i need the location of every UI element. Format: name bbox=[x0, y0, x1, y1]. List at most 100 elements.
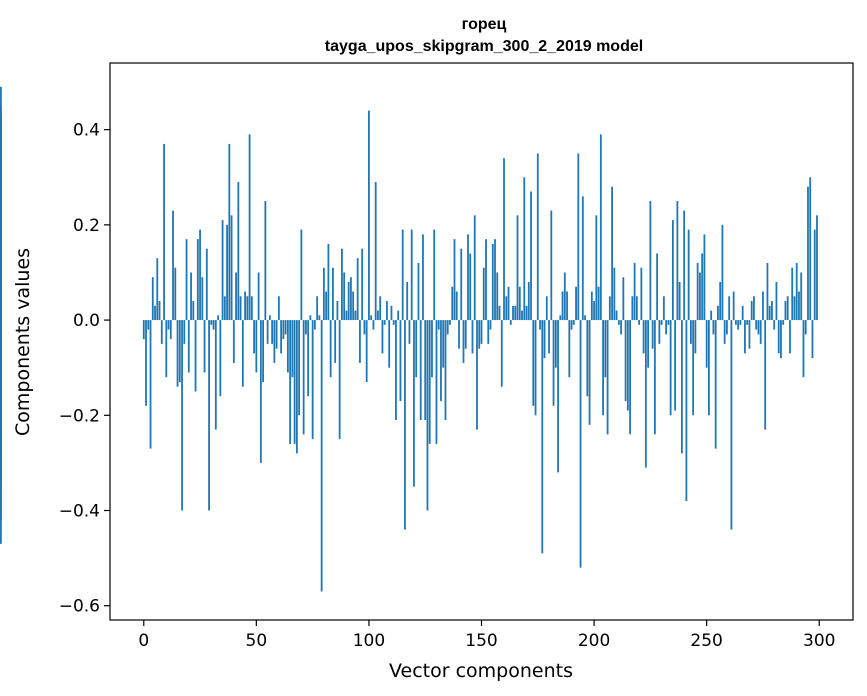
bar-175 bbox=[536, 153, 539, 321]
bar-69 bbox=[298, 320, 301, 416]
bar-47 bbox=[248, 134, 251, 321]
bar-103 bbox=[374, 182, 377, 321]
bar-173 bbox=[532, 320, 535, 406]
bar-219 bbox=[635, 296, 638, 321]
bar-204 bbox=[602, 320, 604, 416]
bar-230 bbox=[660, 320, 663, 325]
bar-158 bbox=[498, 305, 501, 321]
bar-250 bbox=[705, 320, 708, 368]
x-tick-label: 300 bbox=[803, 631, 835, 651]
bar-93 bbox=[352, 291, 355, 321]
bar-40 bbox=[232, 320, 235, 363]
bar-118 bbox=[408, 320, 411, 344]
bar-146 bbox=[471, 320, 474, 354]
bar-33 bbox=[217, 315, 219, 321]
bar-26 bbox=[201, 277, 204, 321]
bar-287 bbox=[789, 320, 791, 354]
bar-82 bbox=[327, 243, 330, 321]
bar-186 bbox=[561, 291, 564, 321]
bar-239 bbox=[680, 320, 683, 454]
bar-222 bbox=[642, 320, 645, 354]
bar-92 bbox=[350, 277, 352, 321]
bar-112 bbox=[395, 320, 397, 421]
bar-228 bbox=[656, 253, 659, 321]
y-tick-label: 0.2 bbox=[73, 216, 100, 236]
bar-238 bbox=[678, 281, 681, 321]
x-tick-label: 0 bbox=[138, 631, 149, 651]
bar-126 bbox=[426, 320, 429, 511]
bar-74 bbox=[309, 315, 312, 321]
bar-292 bbox=[800, 272, 803, 321]
bar-106 bbox=[381, 320, 384, 354]
bar-0 bbox=[142, 320, 145, 340]
bar-109 bbox=[388, 320, 391, 368]
bar-152 bbox=[485, 239, 487, 321]
bar-237 bbox=[676, 201, 679, 321]
bar-83 bbox=[329, 320, 332, 378]
bar-117 bbox=[406, 281, 409, 321]
bar-138 bbox=[453, 239, 456, 321]
bar-29 bbox=[208, 320, 210, 511]
bar-288 bbox=[791, 267, 794, 321]
y-tick-label: −0.6 bbox=[59, 597, 100, 617]
bar-119 bbox=[410, 229, 413, 321]
bar-undefined bbox=[0, 320, 2, 487]
bar-283 bbox=[780, 320, 782, 359]
bar-251 bbox=[708, 320, 710, 416]
bar-267 bbox=[744, 320, 746, 354]
bar-244 bbox=[692, 320, 695, 416]
bar-19 bbox=[185, 239, 188, 321]
bar-193 bbox=[577, 153, 580, 321]
chart-subtitle: tayga_upos_skipgram_300_2_2019 model bbox=[325, 38, 643, 55]
bar-46 bbox=[246, 296, 249, 321]
bar-38 bbox=[228, 143, 231, 321]
bar-284 bbox=[782, 320, 785, 325]
bar-114 bbox=[399, 320, 402, 402]
bar-undefined bbox=[0, 258, 2, 321]
bar-253 bbox=[712, 320, 715, 335]
bar-272 bbox=[755, 320, 758, 330]
bar-59 bbox=[275, 320, 278, 349]
bar-150 bbox=[480, 320, 483, 344]
bar-174 bbox=[534, 320, 537, 416]
bar-44 bbox=[241, 320, 244, 387]
bar-65 bbox=[289, 320, 292, 444]
y-axis-ticks: −0.6 −0.4 −0.2 0.0 0.2 0.4 bbox=[59, 121, 110, 617]
bar-37 bbox=[226, 224, 228, 321]
bar-183 bbox=[554, 320, 557, 368]
bar-216 bbox=[629, 320, 631, 435]
bar-45 bbox=[244, 291, 246, 321]
bar-177 bbox=[541, 320, 544, 554]
bar-123 bbox=[419, 320, 422, 421]
bar-247 bbox=[699, 272, 701, 321]
bar-240 bbox=[683, 210, 686, 321]
bar-221 bbox=[640, 267, 643, 321]
bar-157 bbox=[496, 272, 499, 321]
bar-135 bbox=[446, 320, 449, 335]
bar-16 bbox=[178, 320, 181, 382]
bar-218 bbox=[633, 262, 636, 321]
bar-252 bbox=[710, 310, 713, 321]
bar-168 bbox=[521, 310, 523, 321]
bar-30 bbox=[210, 320, 213, 325]
bar-229 bbox=[658, 320, 661, 344]
bar-231 bbox=[662, 296, 665, 321]
bar-39 bbox=[230, 215, 233, 321]
bar-296 bbox=[809, 177, 812, 321]
bar-54 bbox=[264, 201, 267, 321]
bar-94 bbox=[354, 310, 357, 321]
bar-299 bbox=[816, 215, 818, 321]
bar-232 bbox=[665, 320, 668, 335]
bar-104 bbox=[377, 310, 379, 321]
bar-64 bbox=[286, 320, 289, 373]
bar-122 bbox=[417, 262, 420, 321]
bar-77 bbox=[316, 296, 319, 321]
bar-210 bbox=[615, 310, 618, 321]
y-tick-label: 0.4 bbox=[73, 121, 100, 141]
bar-159 bbox=[500, 320, 503, 387]
bar-242 bbox=[687, 229, 690, 321]
bar-89 bbox=[343, 272, 346, 321]
bar-236 bbox=[674, 320, 677, 411]
bar-156 bbox=[494, 239, 496, 321]
bar-67 bbox=[293, 320, 296, 444]
